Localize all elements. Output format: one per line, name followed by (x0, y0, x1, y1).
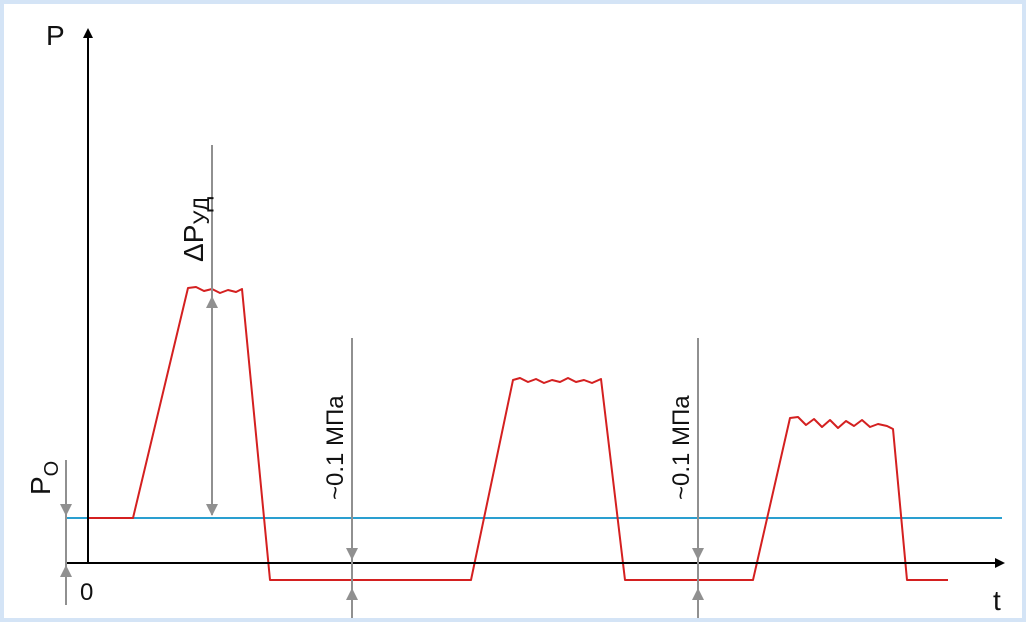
gap-1-arrow-down (346, 548, 358, 560)
diagram-panel (4, 4, 1022, 618)
delta-pressure-arrow-down (206, 504, 218, 516)
gap-label-2: ~0.1 МПа (668, 395, 695, 500)
gap-2-arrow-up (692, 588, 704, 600)
delta-pressure-label: ΔPУД (178, 197, 214, 262)
delta-pressure-arrow-up (206, 296, 218, 308)
x-axis-label: t (993, 585, 1001, 616)
baseline-arrow-down (60, 504, 72, 516)
y-axis-label: P (46, 20, 65, 51)
gap-2-arrow-down (692, 548, 704, 560)
baseline-pressure-label: PO (25, 461, 63, 495)
baseline-arrow-up (60, 565, 72, 577)
gap-1-arrow-up (346, 588, 358, 600)
gap-label-1: ~0.1 МПа (322, 395, 349, 500)
pressure-signal-trace (88, 286, 948, 581)
origin-label: 0 (80, 579, 93, 606)
